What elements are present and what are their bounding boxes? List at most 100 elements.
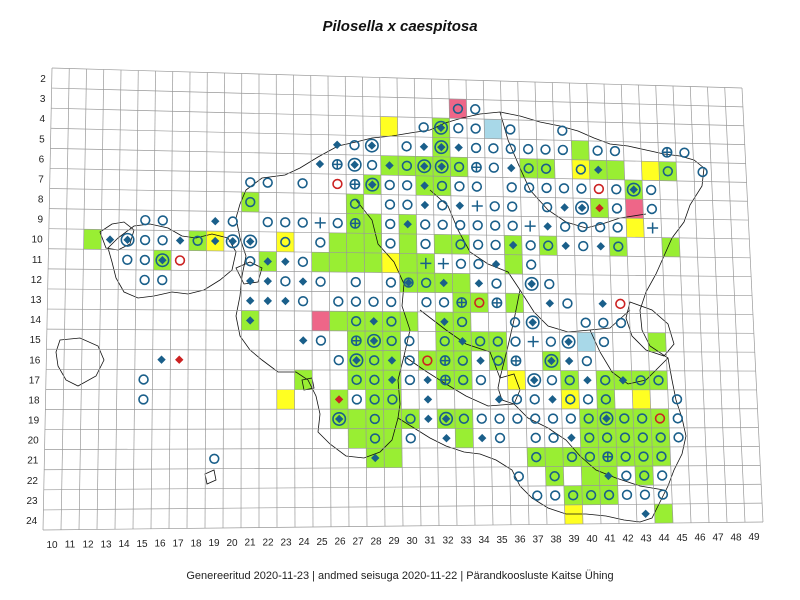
x-axis-label: 35 [496,535,508,546]
grid-cell-green [606,160,625,180]
county-border-4 [499,289,521,379]
circle-marker [584,432,595,443]
x-axis-label: 20 [226,538,238,549]
circle-marker [493,355,504,366]
grid-line-horizontal [46,348,755,353]
grid-cell-yellow [380,116,398,137]
grid-line-vertical [186,71,191,529]
circle-marker [454,181,465,192]
circle-marker [584,451,596,463]
grid-line-vertical [534,81,548,525]
kihnu-coastline [301,377,315,391]
circle-marker [138,394,149,405]
grid-line-vertical [132,70,139,530]
diamond-in-circle-marker [433,120,448,135]
circled-plus-cross [662,147,672,157]
circle-marker [458,413,470,424]
grid-line-vertical [482,80,494,526]
x-axis-label: 15 [136,539,148,550]
circle-marker [697,166,708,178]
circle-marker [350,296,362,307]
circle-marker [509,317,521,328]
red-diamond-marker [595,203,604,213]
circle-marker [454,219,466,231]
circle-marker [405,413,416,425]
diamond-marker [455,201,465,210]
diamond-marker [157,355,166,364]
x-axis-label: 18 [190,538,202,549]
grid-cell-green [580,428,599,448]
diamond-marker [508,240,518,250]
grid-cell-green [399,253,418,273]
grid-cell-green [435,331,454,351]
circle-marker [564,374,575,386]
diamond-marker [263,257,272,266]
diamond-marker [419,142,429,151]
x-axis-label: 42 [622,534,634,545]
diamond-in-circle-marker [544,353,559,368]
grid-line-vertical [655,85,674,524]
diamond-marker [105,235,115,244]
circle-marker [369,374,380,386]
circle-marker [385,296,397,308]
circle-marker [656,451,667,462]
grid-line-horizontal [49,208,749,221]
grid-line-horizontal [47,308,753,315]
grid-line-horizontal [50,168,747,183]
grid-cell-green [453,350,472,371]
grid-cell-green [366,428,385,449]
diamond-marker [545,299,555,308]
grid-line-vertical [240,73,243,528]
circle-marker [598,336,610,348]
grid-cell-green [399,233,417,254]
grid-line-vertical [413,78,422,526]
x-axis-label: 16 [154,539,166,550]
x-axis-label: 48 [730,532,742,543]
x-axis-label: 37 [532,535,544,546]
circle-marker [245,256,256,267]
circle-marker [609,145,621,157]
grid-cell-green [346,193,364,214]
diamond-in-circle-inner [530,375,539,385]
diamond-in-circle-marker [524,276,539,291]
diamond-marker [474,279,484,288]
circle-marker [621,470,632,481]
circle-marker [557,144,569,156]
grid-cell-green [454,370,473,390]
circle-marker [470,142,482,154]
grid-cell-green [384,448,403,468]
grid-cell-green [560,370,579,390]
circle-marker [638,451,649,462]
circle-marker [332,217,343,229]
circle-marker [540,144,551,155]
diamond-marker [604,471,613,481]
circle-marker [245,196,256,208]
circle-marker [494,413,505,424]
circle-marker [510,336,521,347]
y-axis-label: 11 [32,255,43,266]
circle-marker [522,143,534,155]
circle-marker [506,201,518,212]
circle-marker [333,355,344,366]
grid-cell-green [401,409,420,429]
circled-plus-cross [471,162,482,172]
grid-line-horizontal [46,328,754,334]
diamond-marker [175,236,185,245]
circle-marker [351,394,363,405]
circle-marker [581,355,593,367]
y-axis-label: 16 [29,355,41,366]
grid-cell-pink [449,98,467,119]
circle-marker [585,489,597,501]
circle-marker [386,335,397,347]
circle-marker [565,413,577,424]
circle-marker [402,199,413,210]
circle-marker [245,177,256,188]
diamond-in-circle-inner [368,180,377,189]
diamond-in-circle-inner [246,237,255,246]
circle-marker [548,432,559,444]
grid-cell-green [83,229,102,250]
x-axis-label: 49 [748,532,760,543]
grid-cell-pink [625,198,644,219]
circle-marker [492,336,504,347]
circle-marker [369,394,380,405]
